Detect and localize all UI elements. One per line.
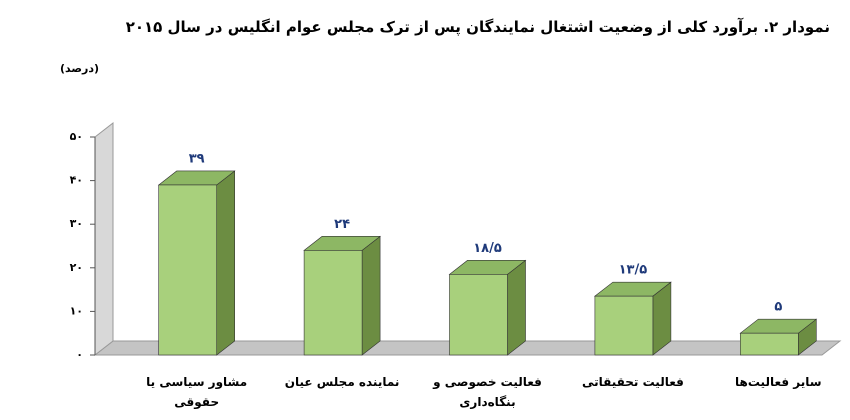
value-label: ۱۳/۵ (619, 263, 648, 278)
y-tick-label: ۵۰ (70, 130, 83, 143)
y-tick-label: ۱۰ (70, 304, 83, 317)
bar-side (507, 259, 526, 356)
x-tick-label: سایر فعالیت‌ها (735, 375, 822, 389)
x-tick-label: فعالیت خصوصی و بنگاه‌داری (433, 375, 542, 409)
bar (594, 295, 654, 356)
value-label: ۱۸/۵ (473, 241, 502, 256)
value-label: ۲۴ (334, 217, 350, 232)
value-label: ۳۹ (189, 151, 205, 166)
x-tick-label: نماینده مجلس عیان (284, 375, 400, 389)
bar-side (216, 170, 235, 356)
y-axis-label: (درصد) (60, 62, 100, 75)
back-wall (94, 121, 114, 357)
bar (303, 250, 363, 356)
chart-title: نمودار ۲. برآورد کلی از وضعیت اشتغال نما… (125, 18, 830, 36)
y-tick-label: ۳۰ (70, 217, 83, 230)
bar (739, 332, 799, 356)
y-tick-label: ۰ (76, 348, 83, 361)
bar (158, 184, 217, 356)
y-tick-label: ۴۰ (70, 174, 83, 187)
y-tick-label: ۲۰ (70, 261, 83, 274)
value-label: ۵ (774, 300, 782, 315)
x-tick-label: مشاور سیاسی یا حقوقی (146, 375, 248, 409)
bar (449, 274, 508, 356)
x-tick-label: فعالیت تحقیقاتی (581, 375, 684, 389)
bar-side (361, 235, 381, 356)
